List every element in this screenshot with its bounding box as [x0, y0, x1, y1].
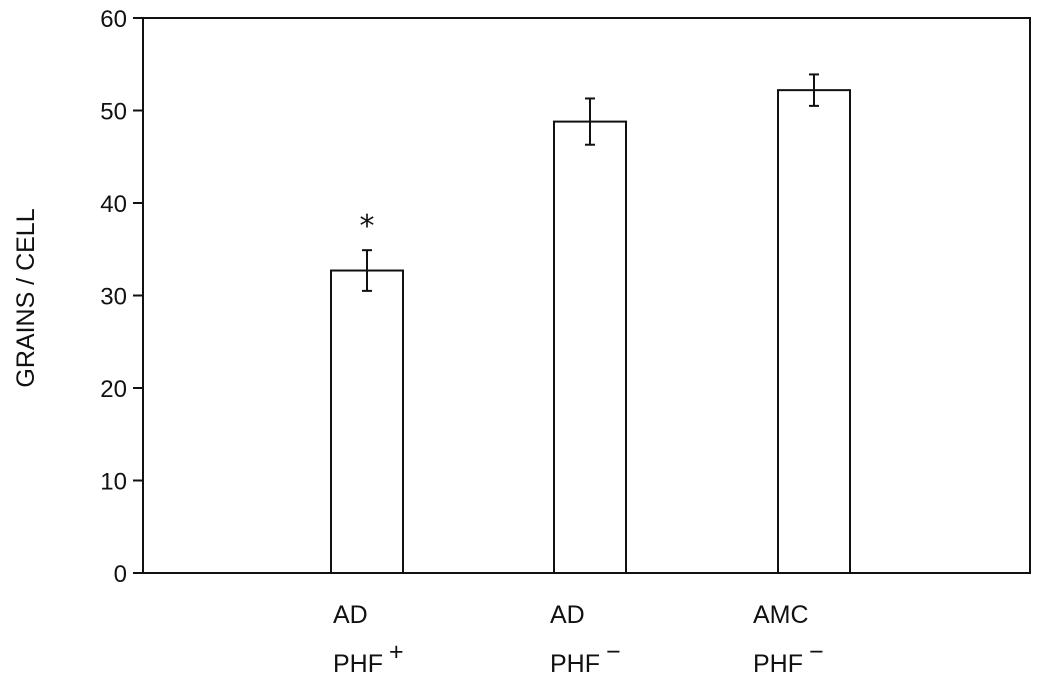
category-label-line2: PHF −	[550, 638, 621, 678]
y-tick-label: 40	[100, 191, 127, 218]
category-label-line1: AD	[333, 601, 368, 629]
significance-marker: *	[360, 209, 375, 244]
bar	[553, 120, 627, 574]
y-tick-label: 20	[100, 376, 127, 403]
category-label-line1: AMC	[753, 601, 809, 629]
y-axis-title: GRAINS / CELL	[12, 208, 40, 387]
y-axis-ticks: 0 10 20 30 40 50 60	[100, 6, 143, 588]
category-label-superscript: −	[809, 638, 824, 666]
category-label-line2: PHF +	[333, 638, 404, 678]
bar	[777, 89, 851, 575]
bar	[330, 269, 404, 574]
category-label-line2: PHF −	[753, 638, 824, 678]
category-label-superscript: −	[606, 638, 621, 666]
y-tick-label: 60	[100, 6, 127, 33]
y-tick-label: 30	[100, 284, 127, 311]
category-label-superscript: +	[389, 638, 404, 666]
bars: *	[330, 73, 851, 575]
y-tick-label: 10	[100, 469, 127, 496]
category-label-line1: AD	[550, 601, 585, 629]
y-tick-label: 50	[100, 99, 127, 126]
category-labels: AD PHF + AD PHF − AMC PHF −	[333, 601, 824, 678]
y-tick-label: 0	[114, 561, 127, 588]
